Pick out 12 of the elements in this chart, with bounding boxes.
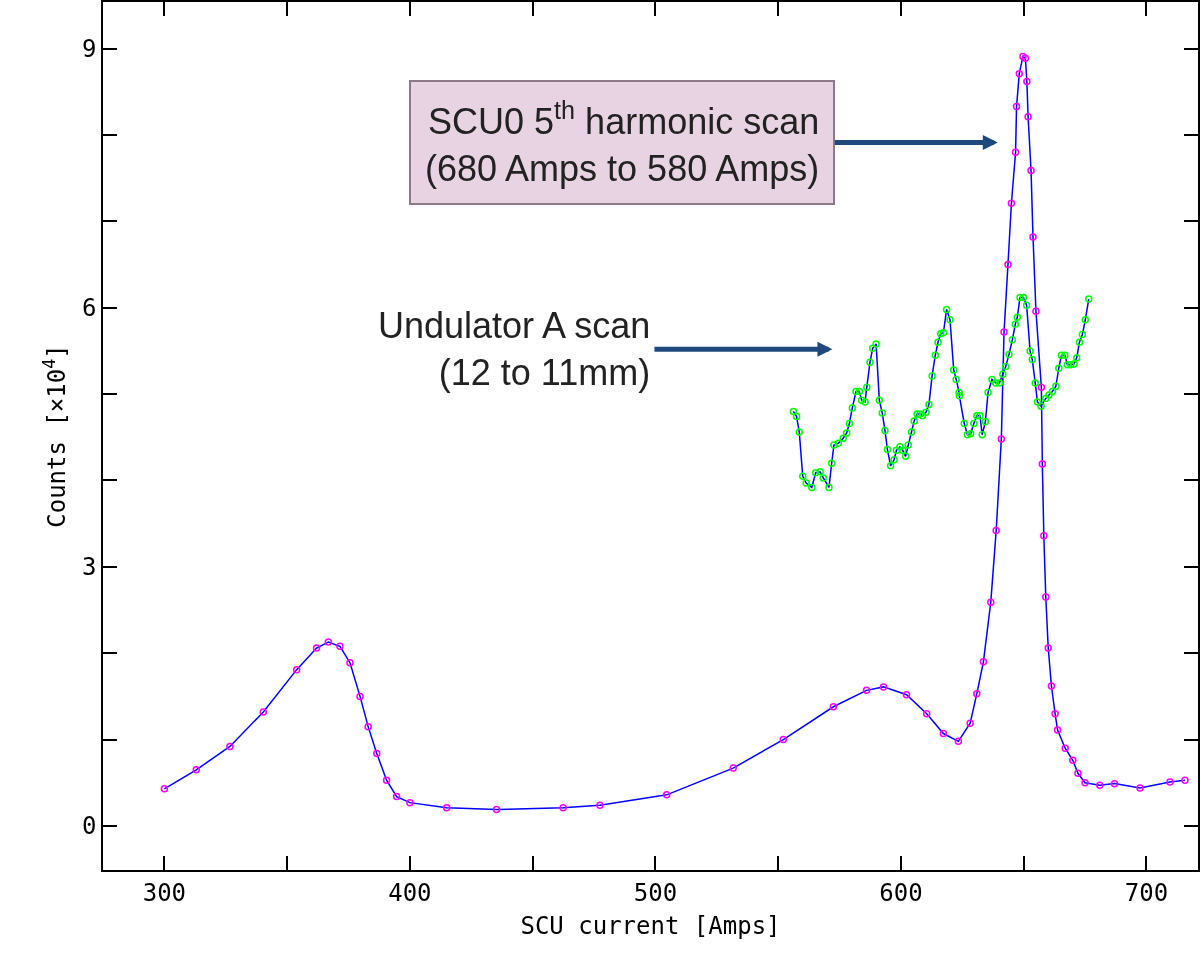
- annotation: Undulator A scan (12 to 11mm): [378, 305, 651, 393]
- y-tick-label: 6: [82, 294, 97, 323]
- y-tick-label: 9: [82, 35, 97, 64]
- x-axis-title: SCU current [Amps]: [520, 912, 781, 941]
- x-tick-label: 300: [142, 878, 187, 907]
- x-tick-label: 600: [879, 878, 923, 907]
- y-tick-label: 3: [82, 553, 97, 582]
- annotation: SCU0 5$^{th}$ harmonic scan (680 Amps to 580 Amps): [425, 96, 820, 189]
- x-tick-label: 500: [633, 878, 678, 907]
- x-tick-label: 400: [388, 878, 432, 907]
- y-tick-label: 0: [82, 812, 97, 841]
- x-tick-label: 700: [1124, 878, 1169, 907]
